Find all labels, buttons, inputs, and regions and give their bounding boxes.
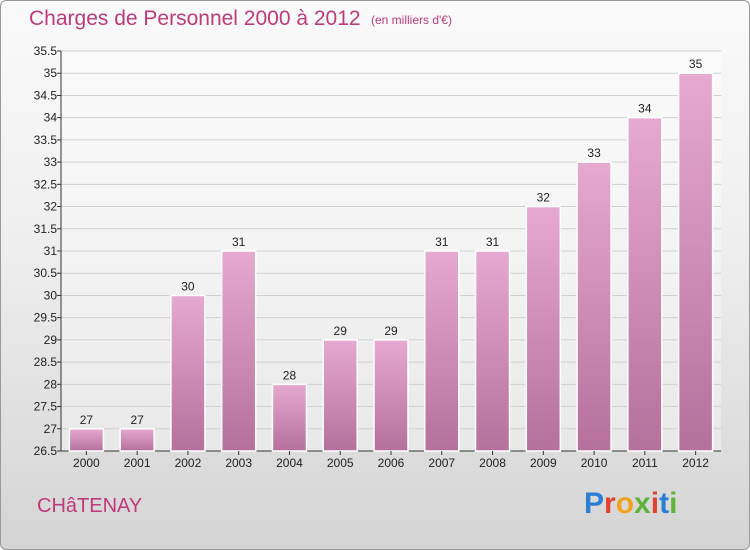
y-tick-label: 33 [44, 155, 58, 169]
x-tick-label-2001: 2001 [124, 456, 151, 470]
bar-2005 [322, 339, 358, 452]
x-tick-label-2010: 2010 [581, 456, 608, 470]
x-tick-label-2012: 2012 [682, 456, 709, 470]
y-tick-label: 31.5 [34, 222, 58, 236]
logo-letter: r [604, 487, 616, 520]
x-tick-label-2002: 2002 [175, 456, 202, 470]
data-label-2001: 27 [130, 413, 144, 427]
bar-2009 [525, 205, 562, 452]
proxiti-logo: Proxiti [584, 487, 677, 521]
x-tick-label-2003: 2003 [225, 456, 252, 470]
data-label-2002: 30 [181, 279, 195, 293]
y-tick-label: 31 [44, 244, 58, 258]
bar-2004 [271, 383, 308, 452]
y-tick-label: 34.5 [34, 88, 58, 102]
x-tick-label-2006: 2006 [378, 456, 405, 470]
bar-2000 [68, 428, 105, 452]
logo-letter: P [584, 487, 605, 520]
y-tick-label: 32.5 [34, 177, 58, 191]
y-tick-label: 28 [44, 377, 58, 391]
bar-2012 [677, 72, 714, 452]
bar-2006 [373, 339, 409, 452]
logo-letter: i [650, 487, 660, 520]
town-name: CHâTENAY [37, 495, 143, 517]
x-tick-label-2011: 2011 [632, 456, 658, 470]
data-label-2003: 31 [232, 235, 246, 249]
x-tick-label-2000: 2000 [73, 456, 100, 470]
data-label-2006: 29 [384, 324, 398, 338]
y-tick-label: 33.5 [34, 133, 58, 147]
logo-letter: o [615, 487, 635, 520]
data-label-2000: 27 [80, 413, 94, 427]
x-tick-label-2009: 2009 [530, 456, 557, 470]
y-tick-label: 26.5 [34, 444, 58, 458]
chart-unit: (en milliers d'€) [371, 13, 452, 27]
y-tick-label: 34 [44, 111, 58, 125]
y-tick-label: 32 [44, 200, 58, 214]
y-tick-label: 35 [44, 66, 58, 80]
y-tick-label: 29.5 [34, 311, 58, 325]
bar-2002 [170, 294, 206, 452]
y-tick-label: 30.5 [34, 266, 58, 280]
bar-2008 [474, 250, 511, 452]
x-tick-label-2005: 2005 [327, 456, 354, 470]
bar-2011 [627, 116, 663, 452]
data-label-2007: 31 [435, 235, 449, 249]
x-tick-label-2008: 2008 [479, 456, 506, 470]
bar-2010 [576, 161, 612, 452]
bar-2003 [220, 250, 257, 452]
logo-letter: t [659, 487, 670, 520]
data-label-2012: 35 [689, 57, 703, 71]
logo-letter: x [634, 487, 651, 520]
y-tick-label: 27 [44, 422, 58, 436]
data-label-2005: 29 [334, 324, 348, 338]
bar-2007 [424, 250, 460, 452]
bar-2001 [119, 428, 155, 452]
data-label-2004: 28 [283, 368, 297, 382]
data-label-2008: 31 [486, 235, 500, 249]
y-tick-label: 29 [44, 333, 58, 347]
y-tick-label: 30 [44, 288, 58, 302]
y-tick-label: 35.5 [34, 44, 58, 58]
y-tick-label: 27.5 [34, 400, 58, 414]
chart-title: Charges de Personnel 2000 à 2012 [29, 7, 361, 30]
y-tick-label: 28.5 [34, 355, 58, 369]
data-label-2010: 33 [587, 146, 601, 160]
data-label-2011: 34 [638, 102, 652, 116]
data-label-2009: 32 [537, 191, 551, 205]
x-tick-label-2004: 2004 [276, 456, 303, 470]
x-tick-label-2007: 2007 [428, 456, 455, 470]
logo-letter: i [669, 487, 678, 520]
